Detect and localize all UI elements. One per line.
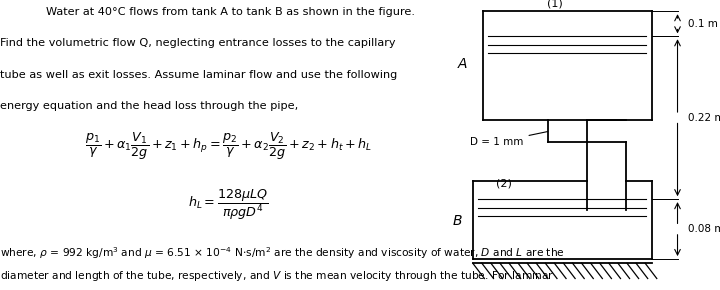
Text: energy equation and the head loss through the pipe,: energy equation and the head loss throug…	[0, 101, 298, 111]
Text: D = 1 mm: D = 1 mm	[470, 132, 548, 147]
Text: A: A	[458, 57, 467, 71]
Text: Find the volumetric flow Q, neglecting entrance losses to the capillary: Find the volumetric flow Q, neglecting e…	[0, 38, 395, 48]
Text: 0.1 m: 0.1 m	[688, 19, 718, 29]
Text: 0.08 m: 0.08 m	[688, 224, 720, 234]
Text: tube as well as exit losses. Assume laminar flow and use the following: tube as well as exit losses. Assume lami…	[0, 70, 397, 79]
Text: $h_L = \dfrac{128\mu LQ}{\pi\rho g D^4}$: $h_L = \dfrac{128\mu LQ}{\pi\rho g D^4}$	[188, 187, 269, 222]
Text: where, $\rho$ = 992 kg/m$^3$ and $\mu$ = 6.51 $\times$ 10$^{-4}$ N$\cdot$s/m$^2$: where, $\rho$ = 992 kg/m$^3$ and $\mu$ =…	[0, 245, 565, 261]
Text: B: B	[452, 214, 462, 228]
Text: (2): (2)	[496, 178, 512, 188]
Text: (1): (1)	[546, 0, 562, 8]
Text: Water at 40°C flows from tank A to tank B as shown in the figure.: Water at 40°C flows from tank A to tank …	[46, 7, 415, 17]
Text: diameter and length of the tube, respectively, and $V$ is the mean velocity thro: diameter and length of the tube, respect…	[0, 269, 554, 283]
Text: $\dfrac{p_1}{\gamma} + \alpha_1\dfrac{V_1}{2g} + z_1 + h_p = \dfrac{p_2}{\gamma}: $\dfrac{p_1}{\gamma} + \alpha_1\dfrac{V_…	[85, 131, 372, 162]
Text: 0.22 m: 0.22 m	[688, 113, 720, 123]
